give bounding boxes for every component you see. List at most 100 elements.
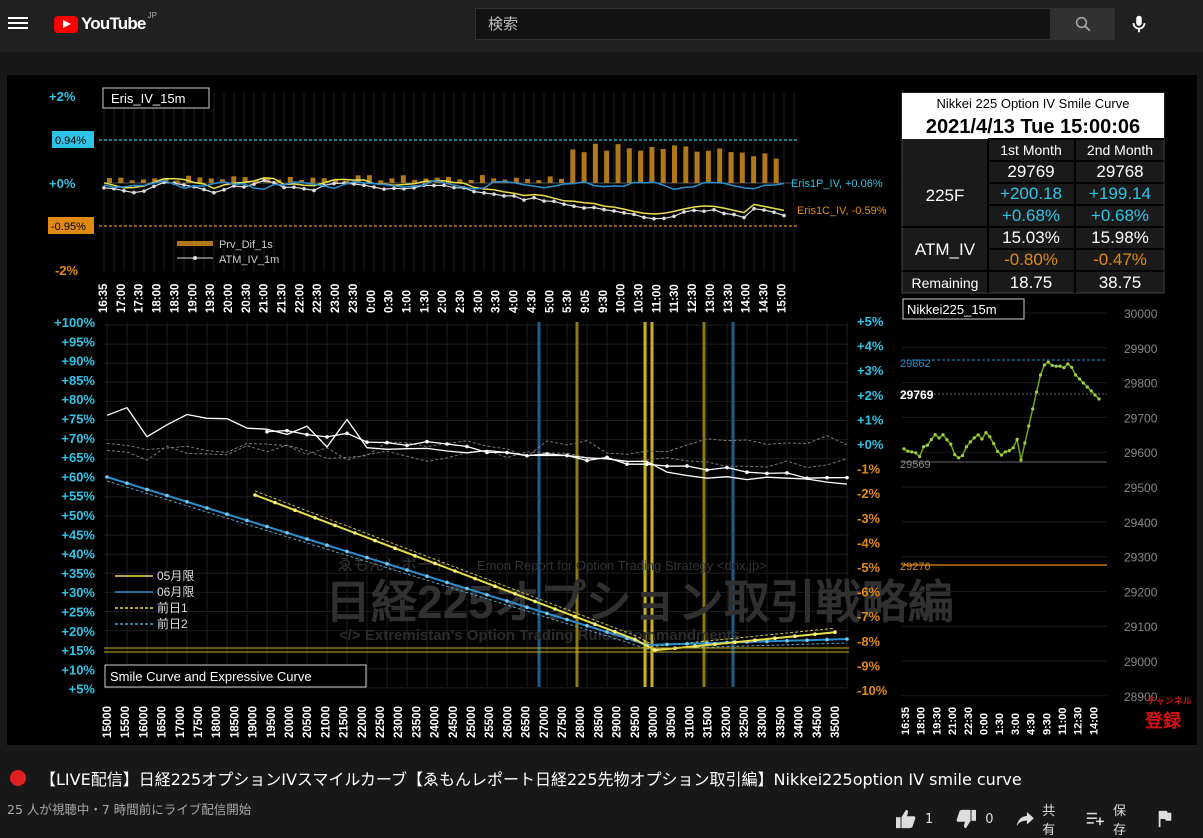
nikkei-price-point [1062,366,1066,370]
prev-day-line [106,442,848,469]
june-smile-point [565,617,569,622]
nikkei-label-box [902,298,1025,320]
atm-iv-point [522,198,526,202]
nikkei-price-point [929,437,933,442]
like-button[interactable]: 1 [895,809,933,829]
prev-day-1-curve [254,490,836,647]
search-button[interactable] [1051,8,1115,40]
atm-iv-point [572,204,576,209]
atm-iv-point [512,194,516,198]
expressive-point [485,450,489,455]
may-smile-point [833,630,837,634]
table-row-label: ATM_IV [915,240,976,259]
atm-iv-point [682,210,686,214]
nikkei-price-point [1015,437,1019,441]
strike-tick: 31500 [703,706,715,738]
eris-bar [446,176,451,183]
atm-iv-point [182,183,186,187]
time-tick: 12:30 [687,284,699,313]
eris-label: Eris_IV_15m [111,91,185,106]
time-tick: 22:30 [312,284,324,313]
atm-iv-point [232,184,236,188]
nikkei-price-point [1042,363,1046,367]
nikkei-x-tick: 14:00 [1088,707,1100,735]
june-smile-point [825,637,829,642]
subscribe-label: 登録 [1144,710,1182,731]
logo-text: YouTube [81,14,146,33]
expressive-point [345,431,349,436]
search-input[interactable] [475,8,1051,40]
eris-bar [208,178,214,183]
june-smile-point [305,537,309,541]
atm-iv-point [382,187,386,191]
smile-legend-label: 前日2 [157,616,188,631]
video-title-row: 【LIVE配信】日経225オプションIVスマイルカーブ【ゑもんレポート日経225… [10,766,1022,790]
eris-bar [728,152,734,183]
smile-left-tick: +80% [61,392,95,407]
atm-iv-point [372,185,376,189]
action-bar: 1 0 共有 保存 [895,800,1203,838]
strike-tick: 33500 [775,706,787,738]
strike-tick: 30500 [666,706,678,738]
atm-iv-point [292,185,296,190]
strike-tick: 21500 [339,706,351,738]
nikkei-level-label: 29769 [900,388,934,402]
atm-iv-point [122,189,126,193]
smile-right-tick: -2% [857,486,881,501]
atm-iv-point [702,209,706,214]
expressive-point [405,443,409,448]
june-smile-point [365,555,369,560]
atm-iv-point [672,214,676,219]
nikkei-price-point [1046,360,1050,364]
strike-tick: 35000 [830,706,842,738]
menu-icon[interactable] [8,14,28,34]
table-row-label: 225F [926,186,965,205]
eris-bar [220,179,225,183]
strike-tick: 29500 [630,706,642,738]
time-tick: 18:30 [169,284,181,313]
microphone-icon[interactable] [1128,12,1150,36]
table-cell: +200.18 [1000,184,1062,203]
atm-iv-point [272,180,276,185]
smile-right-tick: -8% [857,634,881,649]
table-col-header: 2nd Month [1087,142,1153,158]
time-tick: 3:00 [473,290,485,313]
nikkei-price-point [992,442,996,446]
eris-bar [705,150,711,183]
eris-bar [457,179,463,183]
time-tick: 21:00 [259,284,271,313]
dislike-button[interactable]: 0 [955,809,994,829]
may-expressive-line [106,406,848,485]
june-smile-point [145,487,149,492]
june-smile-point [345,549,349,554]
eris-put-line [103,179,785,191]
june-smile-point [685,642,689,646]
atm-iv-point [622,211,626,215]
june-smile-point [785,639,789,643]
time-tick: 15:00 [776,284,788,313]
report-button[interactable] [1157,810,1181,828]
nikkei-price-point [1027,424,1031,428]
video-player[interactable]: Eris_IV_15m +2% +0% -2% 0.94% -0.95% Eris1P_IV… [7,75,1197,745]
june-smile-point [105,475,109,479]
smile-left-tick: +60% [61,469,95,484]
june-smile-point [545,611,549,616]
nikkei-x-tick: 21:00 [947,707,959,735]
expressive-point [565,453,569,458]
eris-bar [231,176,237,183]
atm-iv-point [442,183,446,188]
play-logo-icon [54,15,78,33]
eris-bar [378,180,384,183]
nikkei-price-point [918,455,922,459]
nikkei-x-tick: 3:00 [1010,713,1022,735]
share-button[interactable]: 共有 [1016,800,1065,838]
strike-tick: 23000 [393,706,405,738]
smile-left-tick: +25% [61,605,95,620]
expressive-point [425,439,429,444]
nikkei-price-point [996,449,1000,454]
youtube-logo[interactable]: YouTube JP [54,11,157,35]
save-button[interactable]: 保存 [1086,800,1135,838]
atm-iv-point [102,185,106,190]
atm-iv-point [212,190,216,195]
watermark-en: Emon Report for Option Trading Strategy … [477,558,767,573]
